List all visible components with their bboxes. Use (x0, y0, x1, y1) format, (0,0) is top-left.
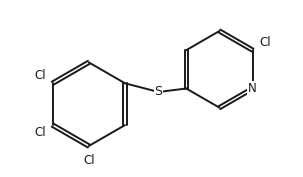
Text: Cl: Cl (34, 69, 45, 82)
Text: Cl: Cl (34, 126, 45, 139)
Text: N: N (248, 82, 257, 95)
Text: S: S (155, 85, 162, 98)
Text: Cl: Cl (260, 36, 271, 49)
Text: Cl: Cl (83, 154, 95, 167)
